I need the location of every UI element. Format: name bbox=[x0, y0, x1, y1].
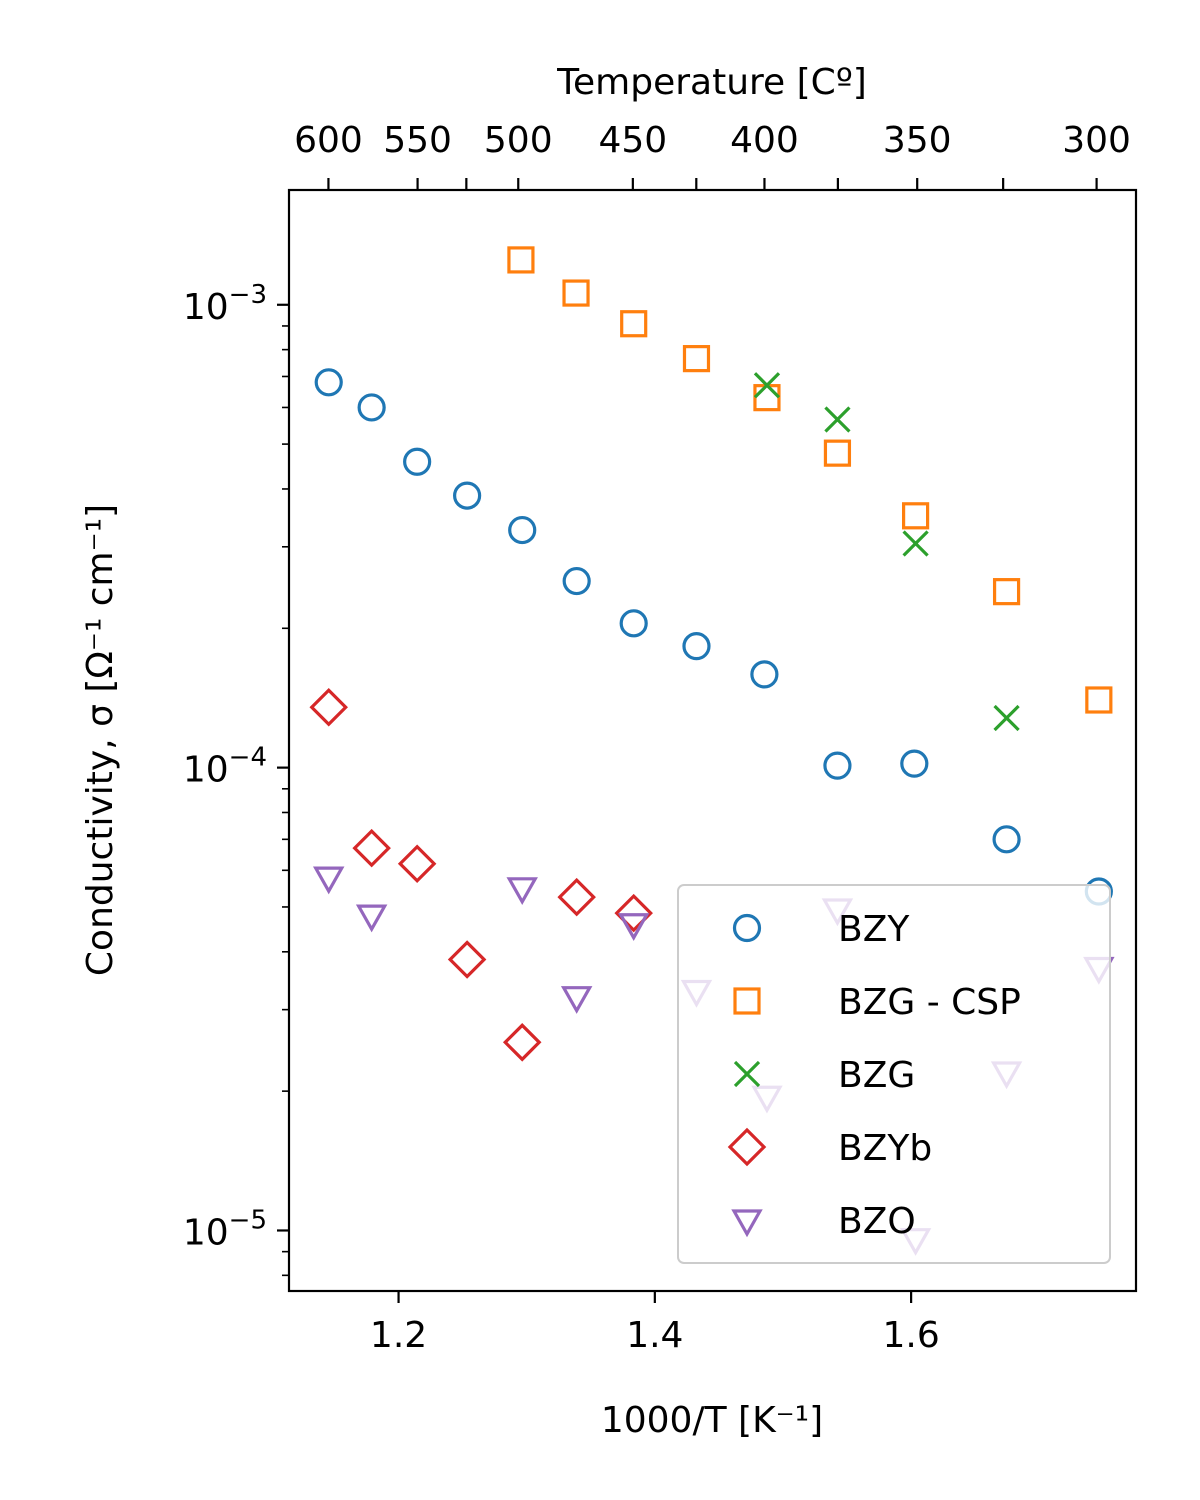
data-point bbox=[403, 447, 432, 476]
legend-label: BZG bbox=[838, 1055, 915, 1096]
x-axis-label: 1000/T [K⁻¹] bbox=[601, 1400, 823, 1441]
y-axis-label: Conductivity, σ [Ω⁻¹ cm⁻¹] bbox=[80, 504, 121, 976]
data-point bbox=[560, 986, 593, 1014]
data-point bbox=[750, 660, 779, 689]
series-bzyb bbox=[309, 688, 653, 1062]
legend-box bbox=[677, 884, 1111, 1264]
legend: BZY BZG - CSP BZG BZYb BZO bbox=[677, 884, 1111, 1264]
top-axis-label: Temperature [Cº] bbox=[556, 62, 867, 103]
data-point bbox=[312, 866, 345, 895]
data-point bbox=[447, 940, 487, 979]
data-point bbox=[506, 877, 538, 906]
data-point bbox=[507, 246, 535, 274]
data-point bbox=[357, 393, 386, 422]
legend-label: BZG - CSP bbox=[838, 982, 1021, 1023]
legend-marker bbox=[732, 913, 762, 943]
data-point bbox=[309, 688, 348, 727]
legend-item: BZY bbox=[732, 909, 910, 950]
data-point bbox=[352, 828, 391, 868]
legend-label: BZY bbox=[838, 909, 910, 950]
data-point bbox=[682, 345, 711, 373]
legend-marker bbox=[733, 987, 761, 1015]
top-tick-label: 350 bbox=[883, 120, 952, 161]
legend-item: BZG bbox=[733, 1055, 915, 1096]
data-point bbox=[314, 368, 343, 397]
data-point bbox=[992, 578, 1021, 606]
legend-label: BZYb bbox=[838, 1128, 932, 1169]
plot-frame bbox=[287, 188, 1138, 1293]
data-point bbox=[562, 566, 591, 596]
series-bzg-csp bbox=[507, 246, 1113, 714]
x-tick-label: 1.6 bbox=[882, 1315, 939, 1356]
series-bzy bbox=[314, 368, 1113, 906]
data-point bbox=[619, 609, 648, 638]
x-tick-label: 1.2 bbox=[370, 1315, 427, 1356]
legend-marker bbox=[733, 1060, 761, 1088]
top-tick-label: 450 bbox=[598, 120, 667, 161]
data-point bbox=[620, 310, 648, 338]
legend-marker bbox=[731, 1209, 763, 1238]
legend-label: BZO bbox=[838, 1201, 916, 1242]
data-point bbox=[823, 439, 852, 467]
data-point bbox=[1085, 686, 1113, 714]
data-point bbox=[682, 632, 711, 661]
legend-item: BZYb bbox=[727, 1127, 932, 1169]
data-point bbox=[562, 279, 590, 307]
legend-item: BZO bbox=[731, 1201, 916, 1242]
data-point bbox=[900, 749, 929, 778]
data-point bbox=[614, 893, 653, 933]
x-tick-label: 1.4 bbox=[626, 1315, 683, 1356]
data-point bbox=[453, 481, 482, 510]
top-tick-label: 300 bbox=[1062, 120, 1131, 161]
top-tick-label: 400 bbox=[730, 120, 799, 161]
y-tick-label: 10−4 bbox=[183, 743, 267, 791]
legend-item: BZG - CSP bbox=[733, 982, 1021, 1023]
data-point bbox=[397, 844, 437, 883]
data-point bbox=[508, 515, 537, 545]
y-tick-label: 10−5 bbox=[183, 1205, 267, 1253]
series-bzg bbox=[753, 372, 1020, 732]
data-point bbox=[992, 825, 1021, 854]
axes: 1.2 1.4 1.6 10−3 10−4 10−5 600 550 500 450 400 350 3… bbox=[183, 120, 1138, 1356]
data-point bbox=[502, 1023, 542, 1062]
top-tick-label: 550 bbox=[383, 120, 452, 161]
data-point bbox=[355, 904, 388, 933]
data-point bbox=[902, 530, 929, 557]
data-point bbox=[557, 877, 596, 917]
y-tick-label: 10−3 bbox=[183, 280, 267, 328]
data-point bbox=[993, 704, 1020, 732]
data-point bbox=[902, 502, 930, 530]
data-point bbox=[823, 751, 852, 780]
top-tick-label: 600 bbox=[294, 120, 363, 161]
legend-marker bbox=[727, 1127, 767, 1167]
data-point bbox=[617, 913, 650, 941]
data-point bbox=[753, 372, 781, 399]
top-tick-label: 500 bbox=[484, 120, 553, 161]
data-point bbox=[824, 406, 851, 433]
